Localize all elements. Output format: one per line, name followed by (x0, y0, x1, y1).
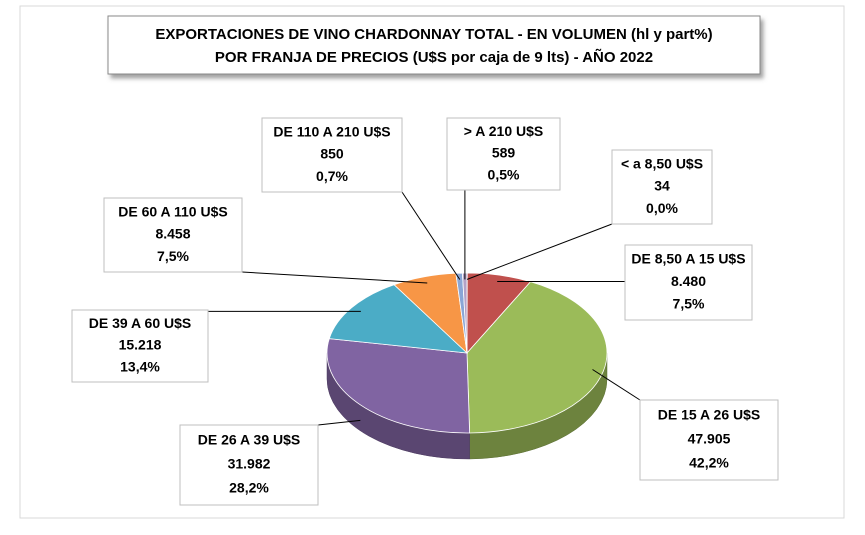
percentage-label: 0,0% (646, 200, 678, 216)
pie-tops (327, 273, 607, 433)
percentage-label: 42,2% (689, 455, 729, 471)
category-label: DE 39 A 60 U$S (89, 315, 191, 331)
percentage-label: 7,5% (673, 296, 705, 312)
value-label: 34 (654, 178, 670, 194)
value-label: 8.480 (671, 273, 706, 289)
percentage-label: 13,4% (120, 358, 160, 374)
chart-subtitle: POR FRANJA DE PRECIOS (U$S por caja de 9… (215, 48, 653, 66)
category-label: DE 8,50 A 15 U$S (631, 251, 745, 267)
category-label: < a 8,50 U$S (621, 156, 703, 172)
percentage-label: 7,5% (157, 248, 189, 264)
value-label: 589 (492, 145, 516, 161)
value-label: 8.458 (155, 226, 190, 242)
percentage-label: 28,2% (229, 480, 269, 496)
category-label: DE 26 A 39 U$S (198, 432, 300, 448)
value-label: 15.218 (119, 337, 162, 353)
percentage-label: 0,5% (488, 166, 520, 182)
value-label: 850 (320, 146, 344, 162)
category-label: DE 60 A 110 U$S (118, 204, 227, 220)
category-label: > A 210 U$S (464, 123, 544, 139)
value-label: 47.905 (688, 431, 731, 447)
value-label: 31.982 (228, 456, 271, 472)
percentage-label: 0,7% (316, 168, 348, 184)
category-label: DE 110 A 210 U$S (273, 124, 390, 140)
chart-title: EXPORTACIONES DE VINO CHARDONNAY TOTAL -… (155, 26, 712, 43)
category-label: DE 15 A 26 U$S (658, 407, 760, 423)
